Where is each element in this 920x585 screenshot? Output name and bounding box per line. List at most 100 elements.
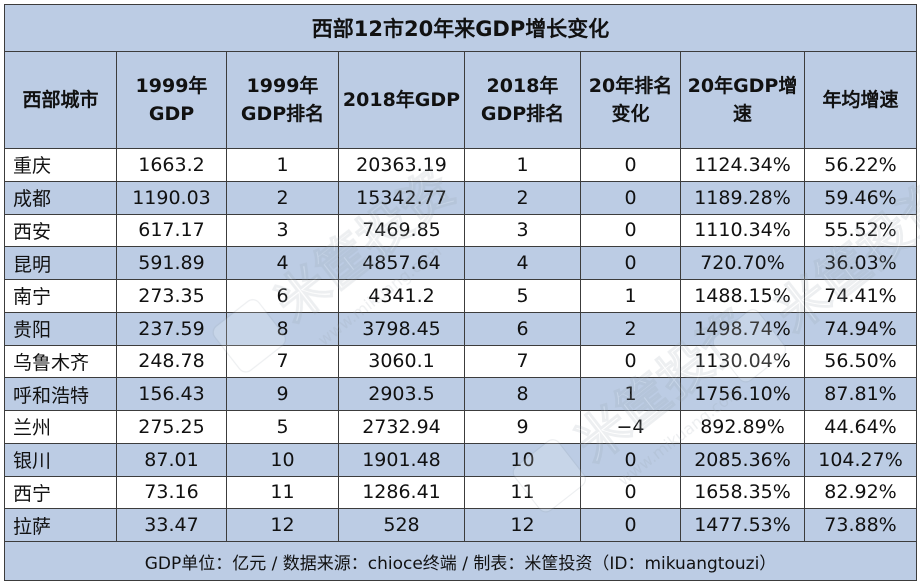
city-cell: 兰州 [4, 410, 117, 444]
table-cell: 1756.10% [680, 377, 805, 411]
column-header: 1999年GDP [116, 51, 227, 149]
table-cell: 275.25 [116, 410, 227, 444]
city-cell: 银川 [4, 442, 117, 477]
table-cell: 15342.77 [338, 180, 465, 215]
table-cell: 720.70% [680, 246, 805, 280]
table-cell: 248.78 [116, 344, 227, 379]
column-header: 2018年GDP排名 [464, 51, 581, 149]
table-cell: 55.52% [803, 213, 918, 248]
table-cell: 74.94% [803, 311, 918, 346]
table-cell: 0 [580, 442, 681, 477]
table-cell: 11 [464, 475, 581, 510]
table-cell: 9 [464, 410, 581, 444]
table-cell: 0 [580, 148, 681, 182]
table-cell: 591.89 [116, 246, 227, 280]
table-cell: 82.92% [803, 475, 918, 510]
table-cell: 1189.28% [680, 180, 805, 215]
table-cell: 3 [464, 213, 581, 248]
column-header: 20年GDP增速 [680, 51, 805, 149]
table-cell: 1658.35% [680, 475, 805, 510]
table-cell: 44.64% [803, 410, 918, 444]
table-cell: 4 [464, 246, 581, 280]
city-cell: 呼和浩特 [4, 377, 117, 411]
table-cell: 8 [226, 311, 339, 346]
table-cell: 0 [580, 246, 681, 280]
header-row: 西部城市 1999年GDP 1999年GDP排名 2018年GDP 2018年GDP排名… [4, 51, 918, 149]
table-cell: 2732.94 [338, 410, 465, 444]
table-cell: 2085.36% [680, 442, 805, 477]
table-cell: 12 [464, 508, 581, 542]
table-cell: 10 [226, 442, 339, 477]
table-cell: 4341.2 [338, 279, 465, 313]
table-cell: 10 [464, 442, 581, 477]
table-cell: 1286.41 [338, 475, 465, 510]
table-cell: 1663.2 [116, 148, 227, 182]
table-cell: 36.03% [803, 246, 918, 280]
table-cell: 1901.48 [338, 442, 465, 477]
table-cell: 4857.64 [338, 246, 465, 280]
table-cell: 0 [580, 344, 681, 379]
table-cell: 892.89% [680, 410, 805, 444]
gdp-table: 西部12市20年来GDP增长变化 西部城市 1999年GDP 1999年GDP排名 2… [3, 4, 918, 581]
table-row: 呼和浩特 156.43 9 2903.5 8 1 1756.10% 87.81% [4, 377, 918, 411]
table-cell: 56.50% [803, 344, 918, 379]
table-cell: 528 [338, 508, 465, 542]
table-cell: 7 [464, 344, 581, 379]
table-row: 拉萨 33.47 12 528 12 0 1477.53% 73.88% [4, 508, 918, 542]
table-cell: 237.59 [116, 311, 227, 346]
table-cell: 73.16 [116, 475, 227, 510]
table-title: 西部12市20年来GDP增长变化 [3, 4, 918, 52]
table-row: 成都 1190.03 2 15342.77 2 0 1189.28% 59.46% [4, 180, 918, 215]
table-cell: 9 [226, 377, 339, 411]
table-cell: 1 [226, 148, 339, 182]
table-cell: 56.22% [803, 148, 918, 182]
table-cell: 1124.34% [680, 148, 805, 182]
table-cell: 156.43 [116, 377, 227, 411]
table-row: 西安 617.17 3 7469.85 3 0 1110.34% 55.52% [4, 213, 918, 248]
city-cell: 西宁 [4, 475, 117, 510]
city-cell: 重庆 [4, 148, 117, 182]
city-cell: 拉萨 [4, 508, 117, 542]
table-cell: 7469.85 [338, 213, 465, 248]
table-cell: 3798.45 [338, 311, 465, 346]
table-cell: 12 [226, 508, 339, 542]
table-cell: 6 [226, 279, 339, 313]
table-cell: 59.46% [803, 180, 918, 215]
table-cell: 8 [464, 377, 581, 411]
table-cell: 87.81% [803, 377, 918, 411]
table-cell: 2903.5 [338, 377, 465, 411]
table-cell: 0 [580, 508, 681, 542]
city-cell: 昆明 [4, 246, 117, 280]
table-cell: 73.88% [803, 508, 918, 542]
table-cell: 2 [226, 180, 339, 215]
table-cell: 104.27% [803, 442, 918, 477]
column-header: 年均增速 [803, 51, 918, 149]
table-cell: 0 [580, 213, 681, 248]
table-cell: 0 [580, 180, 681, 215]
table-row: 银川 87.01 10 1901.48 10 0 2085.36% 104.27% [4, 442, 918, 477]
table-cell: 87.01 [116, 442, 227, 477]
table-cell: 1488.15% [680, 279, 805, 313]
table-row: 乌鲁木齐 248.78 7 3060.1 7 0 1130.04% 56.50% [4, 344, 918, 379]
city-cell: 贵阳 [4, 311, 117, 346]
column-header: 20年排名变化 [580, 51, 681, 149]
column-header: 西部城市 [4, 51, 117, 149]
table-cell: 7 [226, 344, 339, 379]
table-cell: 11 [226, 475, 339, 510]
table-cell: 1 [580, 279, 681, 313]
table-row: 兰州 275.25 5 2732.94 9 −4 892.89% 44.64% [4, 410, 918, 444]
table-cell: 20363.19 [338, 148, 465, 182]
table-cell: 1190.03 [116, 180, 227, 215]
city-cell: 乌鲁木齐 [4, 344, 117, 379]
table-footer: GDP单位：亿元 / 数据来源：chioce终端 / 制表：米筐投资（ID：mi… [3, 541, 918, 581]
table-cell: 5 [464, 279, 581, 313]
table-cell: 2 [464, 180, 581, 215]
table-cell: 1498.74% [680, 311, 805, 346]
city-cell: 南宁 [4, 279, 117, 313]
table-cell: 74.41% [803, 279, 918, 313]
table-cell: 4 [226, 246, 339, 280]
table-cell: 1110.34% [680, 213, 805, 248]
table-cell: 1477.53% [680, 508, 805, 542]
table-row: 昆明 591.89 4 4857.64 4 0 720.70% 36.03% [4, 246, 918, 280]
